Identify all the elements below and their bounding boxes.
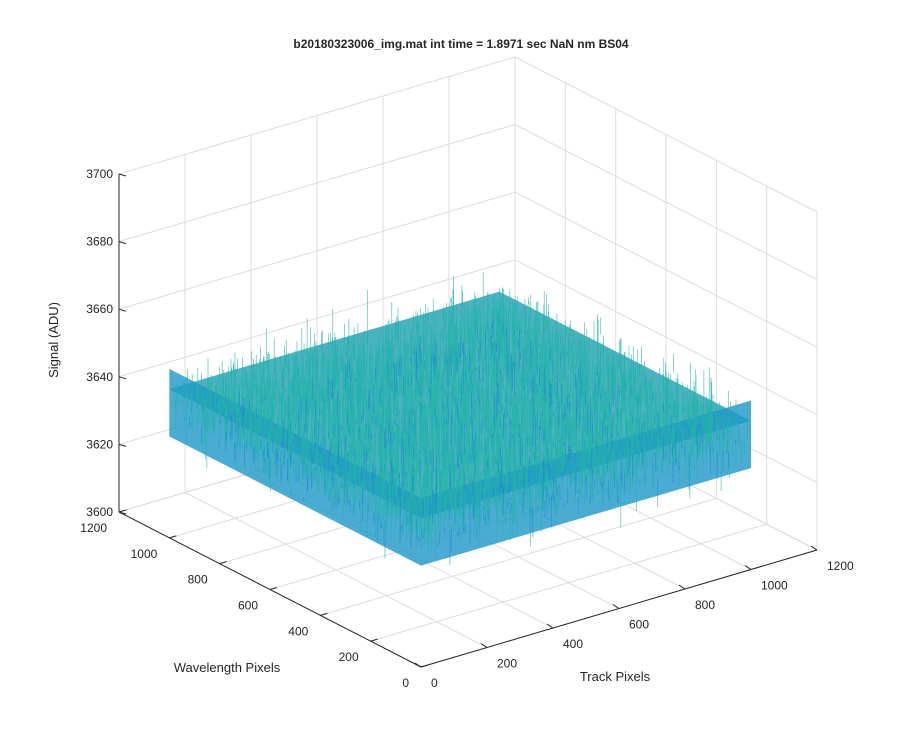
wall-grid-line	[514, 191, 818, 348]
floor-grid-line	[320, 497, 717, 616]
x-tick-label: 1000	[761, 579, 788, 593]
wall-grid-line	[118, 191, 516, 310]
z-axis-label: Signal (ADU)	[46, 302, 61, 378]
y-tick	[118, 509, 127, 513]
z-tick-label: 3680	[86, 235, 113, 249]
tick-labels: 3600 3620 3640 3660 3680 3700 0 200 400 600 800 100…	[80, 167, 854, 690]
y-tick	[169, 535, 177, 539]
z-tick	[118, 511, 127, 515]
y-tick-label: 1000	[131, 547, 158, 561]
z-tick-label: 3660	[86, 302, 113, 316]
y-tick-label: 1200	[80, 521, 107, 535]
wall-grid-line	[118, 259, 516, 378]
x-tick-label: 0	[431, 676, 438, 690]
wall-grid-line	[514, 124, 818, 281]
wall-grid-line	[514, 56, 818, 213]
x-tick-label: 400	[563, 637, 583, 651]
z-tick-label: 3640	[86, 370, 113, 384]
z-tick-label: 3700	[86, 167, 113, 181]
y-tick-label: 200	[339, 650, 359, 664]
x-tick-label: 800	[695, 598, 715, 612]
x-tick	[480, 643, 488, 648]
z-tick	[118, 308, 127, 312]
chart-title: b20180323006_img.mat int time = 1.8971 s…	[293, 37, 629, 51]
wall-grid-line	[118, 56, 516, 175]
x-tick	[414, 662, 422, 668]
axes	[118, 173, 818, 668]
y-tick	[219, 561, 227, 565]
x-axis-label: Track Pixels	[580, 669, 651, 684]
y-tick-label: 400	[288, 624, 308, 638]
z-tick	[118, 376, 127, 380]
y-tick	[420, 664, 429, 668]
surface-spikes	[184, 317, 736, 565]
z-tick-label: 3620	[86, 437, 113, 451]
y-tick-label: 600	[238, 599, 258, 613]
x-tick	[810, 545, 818, 551]
y-tick	[320, 612, 328, 616]
z-tick	[118, 241, 127, 245]
x-tick	[546, 623, 554, 629]
y-tick	[269, 587, 278, 590]
y-axis-label: Wavelength Pixels	[174, 660, 281, 675]
x-tick	[678, 584, 686, 590]
z-tick-label: 3600	[86, 505, 113, 519]
z-tick	[118, 173, 127, 177]
x-tick-label: 1200	[827, 559, 854, 573]
wall-grid-line	[514, 259, 818, 416]
y-tick-label: 0	[402, 676, 409, 690]
x-tick-label: 600	[629, 618, 649, 632]
y-tick-label: 800	[188, 573, 208, 587]
y-tick	[370, 638, 378, 642]
floor-grid-line	[370, 523, 767, 642]
z-tick	[118, 443, 127, 447]
x-tick-label: 200	[497, 657, 517, 671]
x-tick	[744, 565, 752, 570]
wall-grid-line	[118, 124, 516, 243]
x-tick	[612, 604, 620, 609]
surface-plot	[169, 272, 752, 566]
